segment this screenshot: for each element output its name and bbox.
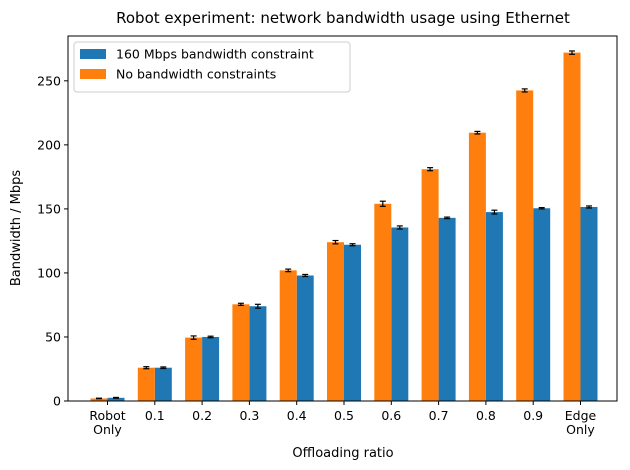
x-tick-label: Edge [565,408,597,423]
bar-no-constraint-2 [185,337,203,401]
errorbar-1-9 [521,88,528,93]
x-tick-label: 0.2 [192,408,212,423]
legend-swatch-0 [80,49,106,59]
x-tick-label: Only [566,422,595,437]
x-tick-label: 0.3 [239,408,259,423]
bar-no-constraint-1 [137,367,155,401]
legend-label-1: No bandwidth constraints [116,67,276,82]
legend-label-0: 160 Mbps bandwidth constraint [116,47,314,62]
errorbar-1-8 [474,130,481,135]
errorbar-1-6 [379,200,386,207]
y-axis-label: Bandwidth / Mbps [9,170,24,287]
x-tick-label: 0.1 [145,408,165,423]
y-axis-ticks: 0 50 100 150 200 250 [37,73,68,409]
x-tick-label: 0.4 [287,408,307,423]
errorbar-0-8 [491,209,498,215]
bar-no-constraint-6 [374,203,392,401]
errorbar-0-3 [254,303,261,309]
legend-box [73,41,351,93]
errorbar-1-5 [332,239,339,245]
errorbar-0-2 [207,335,214,339]
y-tick-label: 50 [45,329,61,344]
x-tick-label: 0.6 [381,408,401,423]
x-tick-label: 0.9 [523,408,543,423]
bar-constraint-160-0 [107,397,125,401]
bar-no-constraint-10 [563,52,581,402]
bar-constraint-160-7 [438,217,456,401]
errorbar-0-7 [444,216,451,220]
x-tick-label: Robot [89,408,125,423]
bar-constraint-160-5 [344,244,361,401]
errorbar-1-10 [569,50,575,55]
bar-no-constraint-8 [468,132,486,401]
bar-no-constraint-9 [516,90,534,402]
y-tick-label: 150 [37,201,61,216]
bar-constraint-160-6 [391,227,409,401]
errorbars-layer [96,50,592,400]
y-tick-label: 100 [37,265,61,280]
x-tick-label: 0.8 [476,408,496,423]
legend: 160 Mbps bandwidth constraint No bandwidt… [73,41,351,93]
errorbar-0-0 [113,396,119,399]
errorbar-0-10 [586,205,592,209]
errorbar-1-1 [143,366,150,370]
bar-constraint-160-2 [202,336,220,401]
bar-constraint-160-10 [580,206,598,401]
y-tick-label: 200 [37,137,61,152]
bar-no-constraint-7 [421,169,439,401]
x-axis-label: Offloading ratio [292,446,393,461]
x-tick-label: 0.5 [334,408,354,423]
bar-no-constraint-5 [327,242,344,401]
x-tick-label: 0.7 [429,408,449,423]
chart-title: Robot experiment: network bandwidth usag… [116,9,570,27]
errorbar-1-7 [427,167,434,172]
errorbar-1-3 [237,302,244,306]
bar-constraint-160-9 [533,208,551,401]
errorbar-0-5 [349,243,356,247]
bar-no-constraint-3 [232,304,250,401]
errorbar-1-4 [285,268,292,273]
errorbar-0-9 [538,207,545,210]
bar-constraint-160-3 [249,306,267,401]
legend-swatch-1 [80,69,106,79]
bar-no-constraint-4 [279,270,297,401]
y-tick-label: 250 [37,73,61,88]
plot-frame [67,35,618,402]
bar-constraint-160-1 [154,367,172,401]
bar-constraint-160-8 [485,212,503,401]
errorbar-1-2 [190,335,197,340]
bar-no-constraint-0 [90,398,108,401]
errorbar-0-1 [160,366,167,370]
errorbar-0-4 [302,273,309,278]
y-tick-label: 0 [53,394,61,409]
bar-constraint-160-4 [296,275,314,401]
errorbar-1-0 [96,397,102,400]
bars-layer [90,52,598,402]
x-tick-label: Only [93,422,122,437]
errorbar-0-6 [396,225,403,230]
